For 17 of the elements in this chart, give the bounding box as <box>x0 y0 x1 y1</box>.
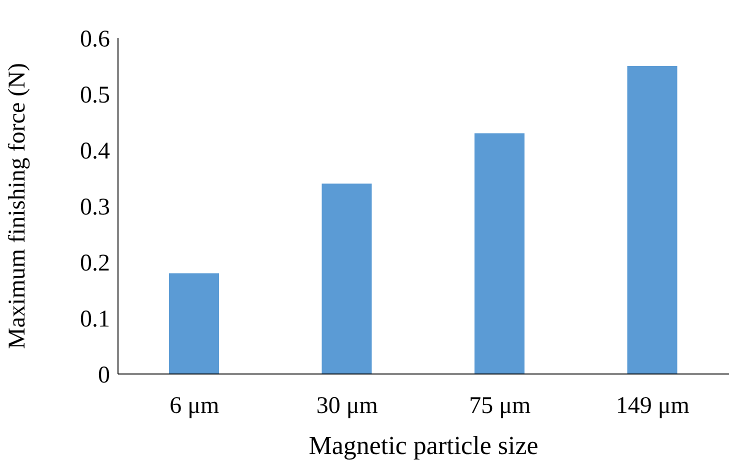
bar <box>627 66 678 374</box>
y-tick-label: 0.3 <box>80 194 110 221</box>
x-tick-label: 30 μm <box>316 393 378 420</box>
y-tick-label: 0.2 <box>80 250 110 277</box>
y-tick-label: 0.5 <box>80 82 110 109</box>
y-tick-label: 0.4 <box>80 138 110 165</box>
y-tick-label: 0.1 <box>80 306 110 333</box>
bar <box>322 184 372 374</box>
y-axis-title: Maximum finishing force (N) <box>4 63 31 349</box>
x-tick-label: 75 μm <box>469 393 531 420</box>
bar <box>169 273 219 374</box>
y-tick-label: 0 <box>98 362 110 389</box>
x-tick-label: 6 μm <box>170 393 220 420</box>
x-tick-label: 149 μm <box>616 393 690 420</box>
y-tick-label: 0.6 <box>80 26 110 53</box>
x-axis-title: Magnetic particle size <box>308 431 538 460</box>
bar <box>474 133 524 374</box>
